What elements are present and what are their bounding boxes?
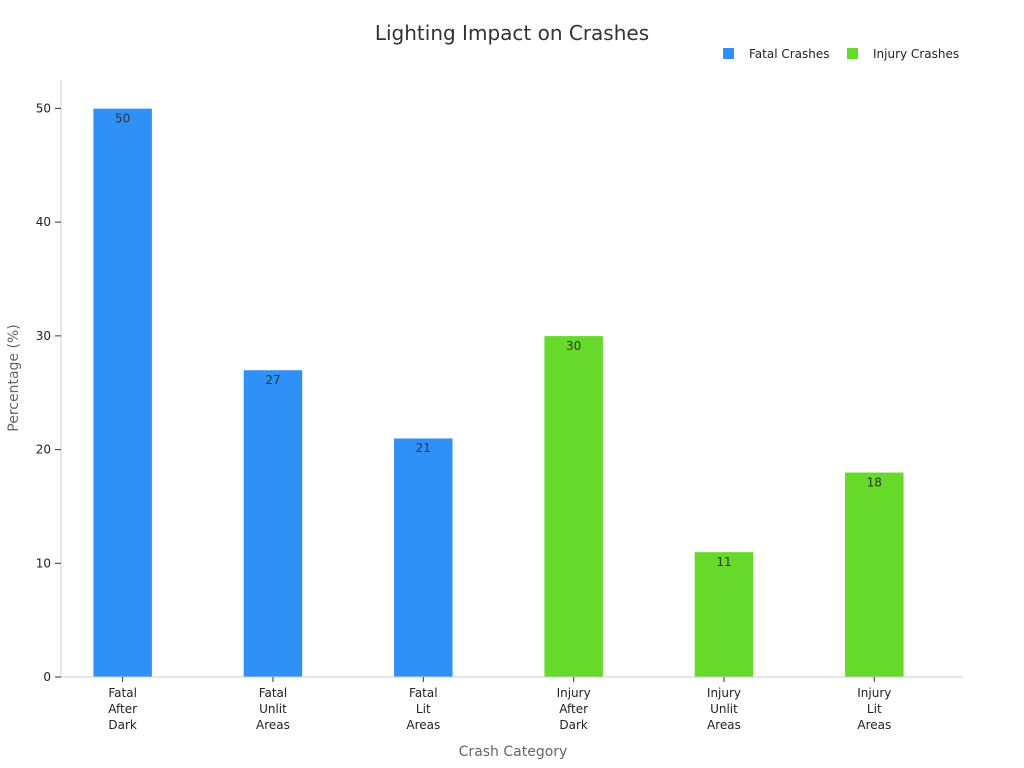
axes-group: 0 10 20 30 40 50 Fatal After Dark Fatal Unlit Areas…	[36, 80, 963, 732]
x-tick-label: Injury Unlit Areas	[707, 686, 741, 732]
x-tick-label-line: Injury	[557, 686, 591, 700]
y-axis-title: Percentage (%)	[6, 324, 22, 431]
legend: Fatal Crashes Injury Crashes	[723, 47, 959, 61]
x-tick-label-line: Injury	[707, 686, 741, 700]
x-tick-label-line: Areas	[707, 718, 741, 732]
legend-swatch	[847, 48, 858, 59]
legend-label: Injury Crashes	[873, 47, 959, 61]
legend-swatch	[723, 48, 734, 59]
x-tick-label-line: Fatal	[259, 686, 288, 700]
x-tick-label-line: Unlit	[710, 702, 738, 716]
y-tick-label: 20	[36, 443, 51, 457]
y-tick-label: 0	[43, 670, 51, 684]
bar-value-label: 30	[566, 339, 581, 353]
x-tick-label-line: Injury	[857, 686, 891, 700]
x-tick-label: Fatal After Dark	[108, 686, 137, 732]
y-tick-label: 40	[36, 215, 51, 229]
x-tick-label: Injury After Dark	[557, 686, 591, 732]
legend-label: Fatal Crashes	[749, 47, 830, 61]
x-tick-label-line: After	[559, 702, 588, 716]
x-tick-label-line: Fatal	[108, 686, 137, 700]
bar	[243, 369, 303, 678]
x-tick-label: Fatal Lit Areas	[406, 686, 440, 732]
bar-value-label: 50	[115, 111, 130, 125]
x-tick-label-line: Fatal	[409, 686, 438, 700]
bars-group: 50 27 21 30 11 18	[92, 108, 905, 678]
bar	[694, 551, 754, 678]
x-tick-label: Fatal Unlit Areas	[256, 686, 290, 732]
x-tick-label-line: Areas	[406, 718, 440, 732]
x-tick-label-line: After	[108, 702, 137, 716]
bar-value-label: 18	[867, 475, 882, 489]
x-tick-label: Injury Lit Areas	[857, 686, 891, 732]
bar	[543, 335, 604, 678]
x-tick-label-line: Areas	[256, 718, 290, 732]
bar	[393, 437, 454, 678]
bar-value-label: 27	[265, 373, 280, 387]
y-tick-label: 10	[36, 556, 51, 570]
x-tick-label-line: Dark	[108, 718, 137, 732]
bar	[844, 472, 905, 678]
x-tick-label-line: Unlit	[259, 702, 287, 716]
x-tick-label-line: Dark	[559, 718, 588, 732]
y-tick-label: 50	[36, 101, 51, 115]
bar-value-label: 11	[716, 555, 731, 569]
x-tick-label-line: Lit	[416, 702, 431, 716]
chart-title: Lighting Impact on Crashes	[375, 21, 649, 45]
x-tick-label-line: Areas	[857, 718, 891, 732]
x-tick-label-line: Lit	[867, 702, 882, 716]
bar	[92, 108, 153, 678]
y-tick-label: 30	[36, 329, 51, 343]
x-axis-title: Crash Category	[459, 744, 568, 760]
bar-value-label: 21	[416, 441, 431, 455]
